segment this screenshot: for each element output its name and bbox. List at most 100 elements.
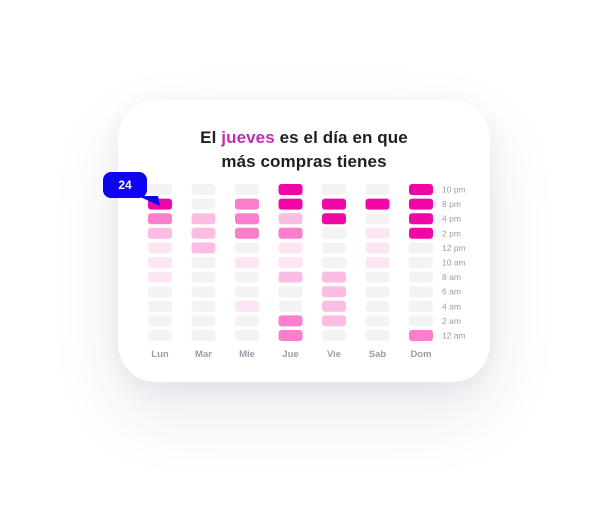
heatmap-cell[interactable]	[235, 184, 259, 195]
heatmap-cell[interactable]	[148, 330, 172, 341]
heatmap-cell[interactable]	[278, 227, 303, 239]
heatmap-cell[interactable]	[322, 300, 346, 312]
heatmap-cell[interactable]	[235, 271, 259, 283]
heatmap-cell[interactable]	[409, 330, 433, 341]
heatmap-cell[interactable]	[278, 300, 303, 312]
heatmap-cell[interactable]	[409, 227, 433, 239]
hour-label: 2 am	[442, 316, 461, 326]
heatmap-cell[interactable]	[278, 271, 303, 283]
heatmap-cell[interactable]	[322, 286, 346, 298]
title-highlight-day: jueves	[221, 128, 275, 147]
heatmap-cell[interactable]	[365, 286, 390, 298]
heatmap-cell[interactable]	[191, 271, 216, 283]
heatmap-cell[interactable]	[191, 300, 216, 312]
heatmap-cell[interactable]	[235, 213, 259, 225]
heatmap-cell[interactable]	[409, 213, 433, 225]
heatmap-cell[interactable]	[365, 198, 390, 210]
hour-label: 12 am	[442, 331, 466, 341]
heatmap-cell[interactable]	[322, 213, 346, 225]
heatmap-cell[interactable]	[322, 227, 346, 239]
hour-label: 4 pm	[442, 214, 461, 224]
heatmap-cell[interactable]	[278, 286, 303, 298]
day-label: Dom	[410, 349, 431, 360]
heatmap-cell[interactable]	[409, 198, 433, 210]
heatmap-cell[interactable]	[409, 184, 433, 195]
heatmap-cell[interactable]	[191, 184, 216, 195]
heatmap-cell[interactable]	[278, 198, 303, 210]
heatmap-cell[interactable]	[365, 213, 390, 225]
heatmap-cell[interactable]	[235, 286, 259, 298]
day-label: Lun	[151, 349, 169, 360]
heatmap-cell[interactable]	[235, 300, 259, 312]
heatmap-cell[interactable]	[235, 257, 259, 268]
heatmap-cell[interactable]	[148, 300, 172, 312]
heatmap-cell[interactable]	[409, 315, 433, 327]
heatmap-cell[interactable]	[278, 257, 303, 268]
hour-label: 8 pm	[442, 199, 461, 209]
heatmap-cell[interactable]	[235, 227, 259, 239]
heatmap-cell[interactable]	[365, 271, 390, 283]
heatmap-cell[interactable]	[365, 330, 390, 341]
hour-label: 6 am	[442, 287, 461, 297]
heatmap-cell[interactable]	[365, 242, 390, 254]
heatmap-cell[interactable]	[191, 315, 216, 327]
hour-label: 8 am	[442, 272, 461, 282]
heatmap-cell[interactable]	[148, 271, 172, 283]
heatmap-cell[interactable]	[409, 242, 433, 254]
title-part2: es el día en que	[274, 128, 408, 147]
hour-label: 2 pm	[442, 228, 461, 238]
heatmap-cell[interactable]	[322, 315, 346, 327]
heatmap-cell[interactable]	[235, 330, 259, 341]
heatmap-cell[interactable]	[191, 257, 216, 268]
heatmap-cell[interactable]	[148, 242, 172, 254]
title-part1: El	[200, 128, 222, 147]
heatmap-cell[interactable]	[191, 242, 216, 254]
heatmap-cell[interactable]	[409, 271, 433, 283]
heatmap-cell[interactable]	[322, 330, 346, 341]
hour-label: 4 am	[442, 301, 461, 311]
heatmap-cell[interactable]	[365, 184, 390, 195]
heatmap-cell[interactable]	[322, 271, 346, 283]
heatmap-cell[interactable]	[148, 213, 172, 225]
heatmap-cell[interactable]	[409, 286, 433, 298]
heatmap-cell[interactable]	[409, 300, 433, 312]
heatmap-cell[interactable]	[148, 286, 172, 298]
heatmap-cell[interactable]	[278, 315, 303, 327]
day-label: Mie	[239, 349, 255, 360]
hour-label: 12 pm	[442, 243, 466, 253]
heatmap-cell[interactable]	[365, 300, 390, 312]
heatmap-cell[interactable]	[148, 315, 172, 327]
heatmap-cell[interactable]	[235, 315, 259, 327]
heatmap-cell[interactable]	[148, 227, 172, 239]
tooltip-bubble: 24	[103, 172, 147, 198]
heatmap-cell[interactable]	[365, 315, 390, 327]
heatmap-cell[interactable]	[278, 330, 303, 341]
heatmap-cell[interactable]	[235, 242, 259, 254]
heatmap-cell[interactable]	[278, 242, 303, 254]
hour-label: 10 pm	[442, 185, 466, 195]
heatmap-cell[interactable]	[322, 198, 346, 210]
heatmap-cell[interactable]	[278, 184, 303, 195]
heatmap-cell[interactable]	[191, 330, 216, 341]
heatmap-cell[interactable]	[278, 213, 303, 225]
tooltip-value: 24	[118, 178, 132, 192]
heatmap-cell[interactable]	[191, 227, 216, 239]
day-label: Mar	[195, 349, 212, 360]
heatmap-cell[interactable]	[235, 198, 259, 210]
heatmap-cell[interactable]	[191, 286, 216, 298]
heatmap-cell[interactable]	[365, 227, 390, 239]
heatmap-cell[interactable]	[191, 198, 216, 210]
hour-label: 10 am	[442, 258, 466, 268]
day-label: Jue	[282, 349, 298, 360]
heatmap-cell[interactable]	[148, 184, 172, 195]
heatmap-cell[interactable]	[191, 213, 216, 225]
tooltip-pointer	[138, 196, 160, 206]
heatmap-cell[interactable]	[322, 257, 346, 268]
heatmap-cell[interactable]	[322, 184, 346, 195]
heatmap-cell[interactable]	[365, 257, 390, 268]
chart-title: El jueves es el día en que más compras t…	[118, 126, 490, 174]
heatmap-cell[interactable]	[409, 257, 433, 268]
heatmap-cell[interactable]	[322, 242, 346, 254]
heatmap-cell[interactable]	[148, 257, 172, 268]
